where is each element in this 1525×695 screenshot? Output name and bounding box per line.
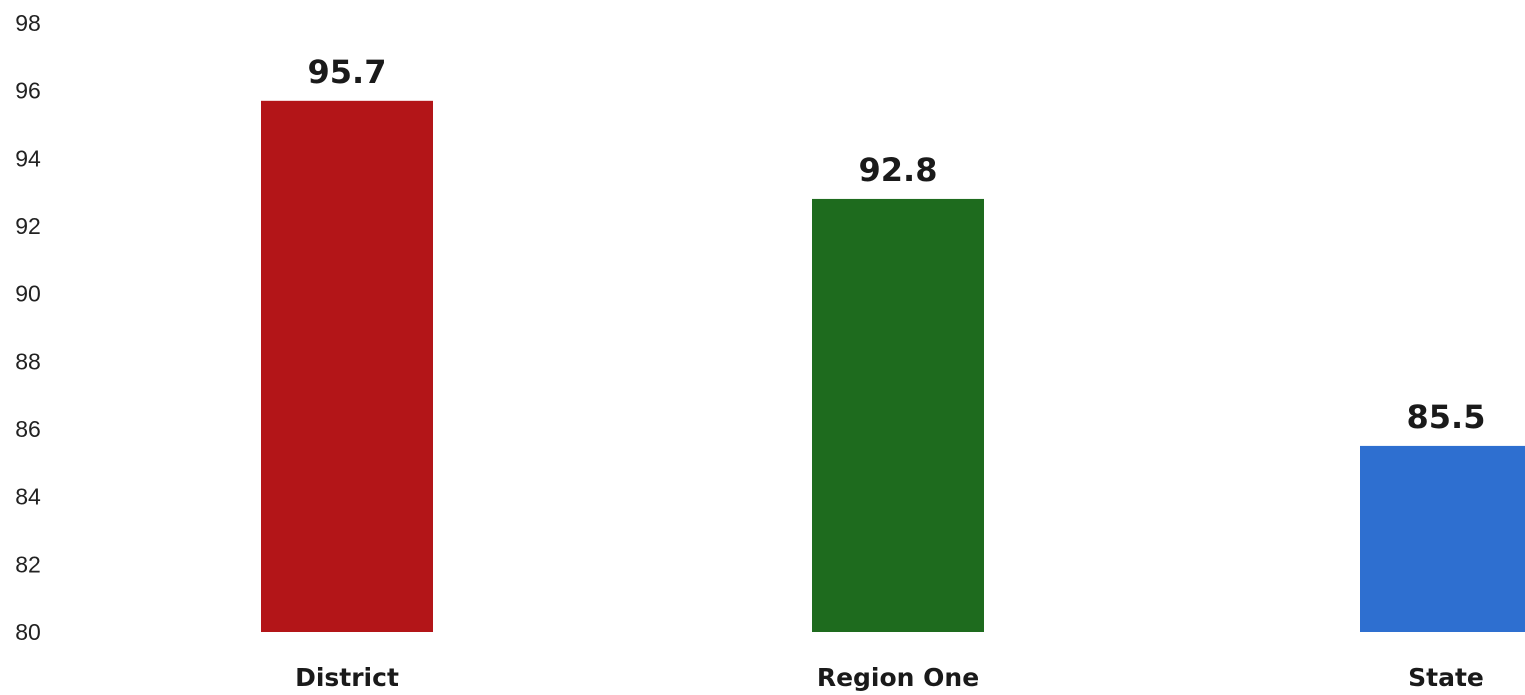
bar-district [261,100,433,633]
bars-group [261,100,1525,633]
category-label: District [295,663,399,692]
y-tick-label: 82 [15,551,41,577]
bar-state [1360,445,1525,632]
category-label: Region One [817,663,979,692]
value-labels-group: 95.7 92.8 85.5 [308,53,1486,436]
y-tick-label: 96 [15,78,41,104]
y-tick-label: 80 [15,619,41,645]
x-axis: District Region One State [295,663,1484,692]
y-tick-label: 90 [15,281,41,307]
data-label: 92.8 [859,151,938,189]
y-axis: 80 82 84 86 88 90 92 94 96 98 [15,10,41,645]
y-tick-label: 84 [15,484,41,510]
y-tick-label: 94 [15,145,41,171]
y-tick-label: 86 [15,416,41,442]
data-label: 95.7 [308,53,387,91]
y-tick-label: 92 [15,213,41,239]
y-tick-label: 88 [15,348,41,374]
bar-region-one [812,198,984,632]
data-label: 85.5 [1407,398,1486,436]
category-label: State [1408,663,1484,692]
y-tick-label: 98 [15,10,41,36]
